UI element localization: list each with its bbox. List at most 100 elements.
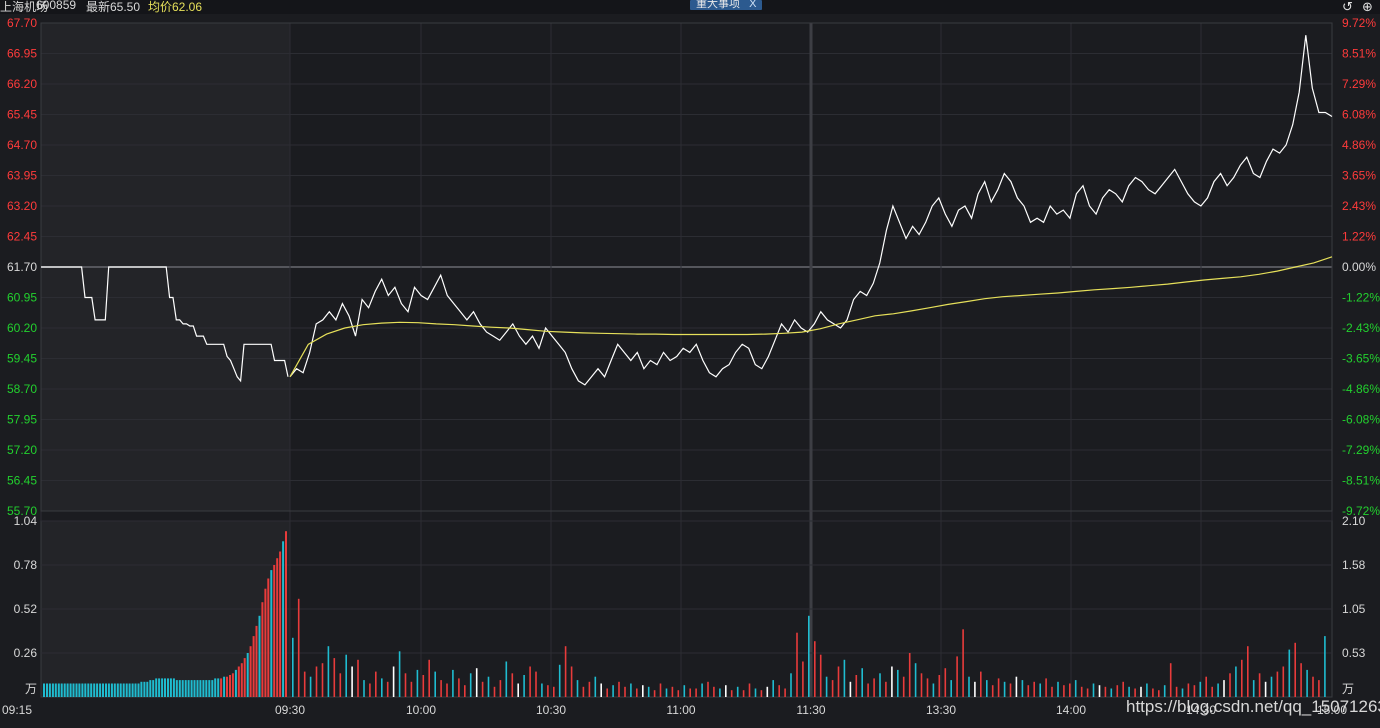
volume-bar <box>1270 676 1273 697</box>
time-label: 10:00 <box>406 703 436 717</box>
volume-bar <box>178 680 181 697</box>
header-bar: 上海机场 600859 最新65.50 均价62.06 重大事项 X ↺ ⊕ <box>0 0 1380 14</box>
volume-bar <box>997 678 1000 697</box>
volume-bar <box>125 683 128 697</box>
volume-bar <box>944 668 947 697</box>
volume-bar <box>1086 688 1089 697</box>
volume-bar <box>843 659 846 697</box>
volume-bar <box>831 680 834 697</box>
volume-bar <box>541 683 543 697</box>
volume-bar <box>107 683 110 697</box>
volume-bar <box>742 690 745 697</box>
time-label: 15:00 <box>1317 703 1347 717</box>
volume-bar <box>237 666 240 697</box>
volume-bar <box>196 680 199 697</box>
volume-bar <box>814 641 816 697</box>
pct-tick-label: 1.22% <box>1342 230 1376 244</box>
volume-bar <box>87 683 90 697</box>
volume-bar <box>96 683 99 697</box>
volume-bar <box>1187 683 1190 697</box>
volume-bar <box>267 578 270 697</box>
volume-bar <box>60 683 63 697</box>
volume-bar <box>220 678 223 697</box>
volume-bar <box>270 570 273 697</box>
volume-bar <box>730 690 733 697</box>
volume-bar <box>386 681 389 697</box>
volume-bar <box>234 669 237 697</box>
volume-bar <box>193 680 196 697</box>
time-label: 11:00 <box>666 703 695 717</box>
volume-bar <box>1009 683 1012 697</box>
volume-bar <box>606 688 608 697</box>
volume-bar <box>440 680 442 697</box>
major-event-tag[interactable]: 重大事项 X <box>690 0 763 10</box>
volume-bar <box>808 615 810 697</box>
volume-bar <box>416 669 419 697</box>
pct-tick-label: 3.65% <box>1342 169 1376 183</box>
volume-bar <box>303 671 306 697</box>
volume-bar <box>1163 685 1166 697</box>
volume-tick-label-right: 2.10 <box>1342 514 1366 528</box>
volume-bar <box>754 688 757 697</box>
volume-bar <box>481 681 484 697</box>
volume-bar <box>867 683 869 697</box>
volume-bar <box>1241 659 1243 697</box>
pct-tick-label: -3.65% <box>1342 352 1380 366</box>
pct-tick-label: 9.72% <box>1342 16 1376 30</box>
volume-bar <box>766 686 769 697</box>
volume-bar <box>158 678 161 697</box>
pct-tick-label: -4.86% <box>1342 382 1380 396</box>
volume-bar <box>719 688 721 697</box>
volume-bar <box>968 676 970 697</box>
volume-bar <box>75 683 78 697</box>
volume-bar <box>1092 683 1095 697</box>
volume-bar <box>1074 680 1077 697</box>
volume-bar <box>778 685 780 697</box>
volume-bar <box>217 678 220 697</box>
volume-bar <box>1312 676 1314 697</box>
volume-bar <box>464 685 466 697</box>
volume-bar <box>105 683 107 697</box>
undo-icon[interactable]: ↺ <box>1342 0 1353 14</box>
volume-bar <box>392 666 395 697</box>
unit-label-left: 万 <box>25 682 37 696</box>
volume-bar <box>902 676 905 697</box>
volume-bar <box>285 531 287 697</box>
volume-bar <box>855 675 858 697</box>
price-tick-label: 66.95 <box>7 47 37 61</box>
volume-bar <box>986 680 988 697</box>
pct-tick-label: -7.29% <box>1342 443 1380 457</box>
average-price: 均价62.06 <box>148 0 203 14</box>
volume-bar <box>1175 686 1178 697</box>
volume-bar <box>926 678 929 697</box>
time-label: 09:15 <box>2 703 32 717</box>
price-tick-label: 60.20 <box>7 321 37 335</box>
pct-tick-label: 6.08% <box>1342 108 1376 122</box>
volume-bar <box>849 681 852 697</box>
volume-bar <box>1282 666 1285 697</box>
volume-bar <box>1045 678 1047 697</box>
plus-icon[interactable]: ⊕ <box>1362 0 1373 14</box>
volume-bar <box>570 666 573 697</box>
volume-bar <box>258 615 261 697</box>
price-tick-label: 61.70 <box>7 260 37 274</box>
volume-bar <box>1080 686 1083 697</box>
volume-bar <box>523 675 525 697</box>
volume-bar <box>547 685 549 697</box>
stock-code: 600859 <box>36 0 77 12</box>
volume-bar <box>487 676 490 697</box>
volume-bar <box>1306 669 1308 697</box>
volume-bar <box>695 688 697 697</box>
volume-bar <box>1128 686 1130 697</box>
volume-bar <box>665 688 668 697</box>
volume-bar <box>612 685 614 697</box>
latest-price: 最新65.50 <box>86 0 141 14</box>
volume-bar <box>624 686 626 697</box>
time-label: 14:30 <box>1186 703 1216 717</box>
volume-bar <box>122 683 125 697</box>
pct-tick-label: 4.86% <box>1342 138 1376 152</box>
volume-bar <box>950 680 952 697</box>
volume-bar <box>713 686 715 697</box>
price-tick-label: 66.20 <box>7 77 37 91</box>
close-icon[interactable]: X <box>749 0 757 10</box>
